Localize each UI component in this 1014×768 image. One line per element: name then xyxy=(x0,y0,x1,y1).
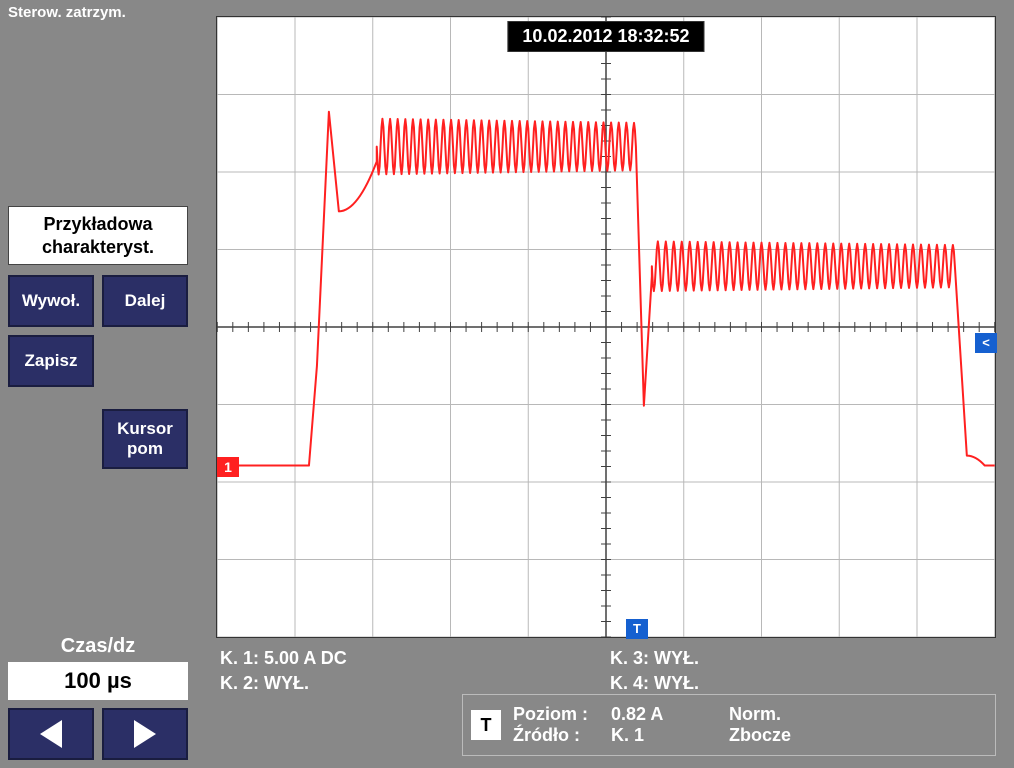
spacer-cell xyxy=(102,335,188,387)
trigger-source-label: Źródło : xyxy=(513,725,603,746)
trigger-level-line: Poziom : 0.82 A Norm. xyxy=(513,704,839,725)
channel-1-marker[interactable]: 1 xyxy=(217,457,239,477)
timebase-label: Czas/dz xyxy=(0,629,196,662)
channel-4-status: K. 4: WYŁ. xyxy=(606,671,996,696)
trigger-mode: Norm. xyxy=(729,704,839,725)
timebase-increase-button[interactable] xyxy=(102,708,188,760)
button-row-3: Kursor pom xyxy=(0,405,196,473)
channel-2-status: K. 2: WYŁ. xyxy=(216,671,606,696)
acquisition-status: Sterow. zatrzym. xyxy=(0,0,196,26)
next-button[interactable]: Dalej xyxy=(102,275,188,327)
scope-svg xyxy=(217,17,995,637)
arrow-right-icon xyxy=(134,720,156,748)
main-area: 10.02.2012 18:32:52 1 < T K. 1: 5.00 A D… xyxy=(196,0,1014,768)
channel-row-1: K. 1: 5.00 A DC K. 3: WYŁ. xyxy=(216,646,996,671)
sidebar: Sterow. zatrzym. Przykładowa charakterys… xyxy=(0,0,196,768)
label-line-1: Kursor xyxy=(117,419,173,439)
button-row-1: Wywoł. Dalej xyxy=(0,271,196,331)
channel-row-2: K. 2: WYŁ. K. 4: WYŁ. xyxy=(216,671,996,696)
channel-1-status: K. 1: 5.00 A DC xyxy=(216,646,606,671)
channel-3-status: K. 3: WYŁ. xyxy=(606,646,996,671)
spacer xyxy=(0,26,196,206)
arrow-left-icon xyxy=(40,720,62,748)
trigger-slope: Zbocze xyxy=(729,725,839,746)
trigger-source-line: Źródło : K. 1 Zbocze xyxy=(513,725,839,746)
label-line-2: pom xyxy=(127,439,163,459)
timebase-decrease-button[interactable] xyxy=(8,708,94,760)
trigger-level-value: 0.82 A xyxy=(611,704,721,725)
trigger-lines: Poziom : 0.82 A Norm. Źródło : K. 1 Zboc… xyxy=(513,704,839,746)
status-bar: K. 1: 5.00 A DC K. 3: WYŁ. K. 2: WYŁ. K.… xyxy=(216,646,996,696)
label-line-2: charakteryst. xyxy=(13,236,183,259)
trigger-level-label: Poziom : xyxy=(513,704,603,725)
trigger-indicator: T xyxy=(471,710,501,740)
recall-button[interactable]: Wywoł. xyxy=(8,275,94,327)
button-row-2: Zapisz xyxy=(0,331,196,391)
trigger-source-value: K. 1 xyxy=(611,725,721,746)
oscilloscope-display: 10.02.2012 18:32:52 1 < T xyxy=(216,16,996,638)
arrow-row xyxy=(0,708,196,768)
timestamp: 10.02.2012 18:32:52 xyxy=(507,21,704,52)
timebase-value[interactable]: 100 µs xyxy=(8,662,188,700)
trigger-position-marker[interactable]: T xyxy=(626,619,648,639)
trigger-info-box: T Poziom : 0.82 A Norm. Źródło : K. 1 Zb… xyxy=(462,694,996,756)
cursor-measure-button[interactable]: Kursor pom xyxy=(102,409,188,469)
save-button[interactable]: Zapisz xyxy=(8,335,94,387)
trigger-level-marker[interactable]: < xyxy=(975,333,997,353)
flex-spacer xyxy=(0,473,196,629)
example-characteristic-button[interactable]: Przykładowa charakteryst. xyxy=(8,206,188,265)
label-line-1: Przykładowa xyxy=(13,213,183,236)
